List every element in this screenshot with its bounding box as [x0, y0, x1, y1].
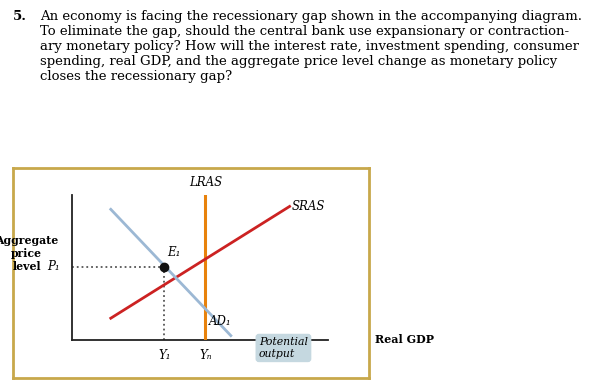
Text: Potential
output: Potential output [259, 337, 308, 359]
Text: Real GDP: Real GDP [375, 335, 434, 345]
Text: E₁: E₁ [167, 246, 181, 259]
Text: Yₙ: Yₙ [199, 349, 211, 362]
Text: Aggregate
price
level: Aggregate price level [0, 235, 58, 272]
Text: Y₁: Y₁ [158, 349, 170, 362]
Text: An economy is facing the recessionary gap shown in the accompanying diagram.
To : An economy is facing the recessionary ga… [40, 10, 582, 83]
Text: SRAS: SRAS [292, 200, 326, 213]
Text: LRAS: LRAS [189, 176, 222, 189]
Text: P₁: P₁ [47, 260, 59, 273]
Text: 5.: 5. [13, 10, 27, 23]
Text: AD₁: AD₁ [209, 315, 232, 328]
